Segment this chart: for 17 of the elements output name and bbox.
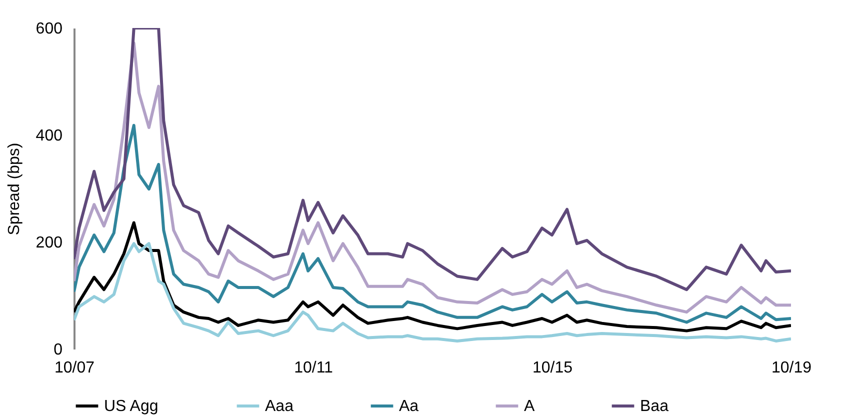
line-series bbox=[74, 124, 791, 324]
legend-label: A bbox=[524, 398, 535, 415]
x-tick-label: 10/11 bbox=[294, 360, 334, 376]
y-tick-label: 600 bbox=[36, 20, 63, 38]
x-tick-label: 10/07 bbox=[54, 360, 95, 376]
legend-label: Baa bbox=[640, 398, 669, 415]
y-tick-label: 0 bbox=[54, 342, 63, 358]
legend-label: Aa bbox=[399, 398, 419, 415]
line-series bbox=[74, 221, 791, 332]
x-tick-label: 10/19 bbox=[771, 360, 812, 376]
legend-label: Aaa bbox=[265, 398, 294, 415]
x-tick-label: 10/15 bbox=[532, 360, 573, 376]
y-tick-label: 200 bbox=[36, 234, 63, 252]
line-series bbox=[74, 242, 791, 342]
legend-label: US Agg bbox=[104, 398, 158, 415]
y-axis-title: Spread (bps) bbox=[6, 142, 23, 236]
y-tick-label: 400 bbox=[36, 128, 63, 144]
